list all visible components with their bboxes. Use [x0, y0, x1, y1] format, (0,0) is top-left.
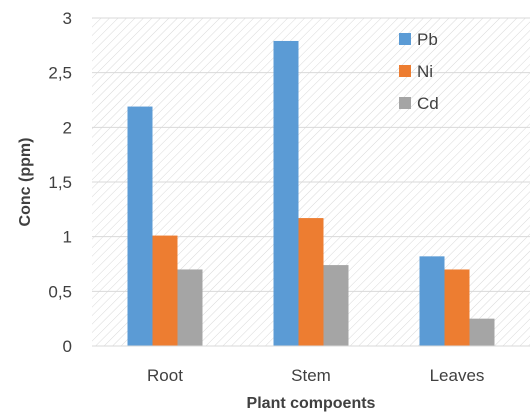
legend: Pb Ni Cd [399, 30, 439, 113]
legend-label-pb: Pb [417, 30, 438, 49]
bars-group [127, 40, 495, 347]
bar-pb-stem [273, 40, 299, 347]
bar-pb-leaves [419, 256, 445, 346]
bar-cd-root [177, 269, 203, 346]
bar-ni-root [152, 235, 178, 346]
legend-swatch-ni [399, 65, 411, 77]
y-tick-label: 0 [63, 337, 72, 356]
bar-pb-root [127, 106, 153, 346]
y-tick-label: 2,5 [48, 64, 72, 83]
legend-label-cd: Cd [417, 94, 439, 113]
y-axis-title: Conc (ppm) [17, 138, 34, 227]
bar-cd-stem [323, 265, 349, 346]
bar-cd-leaves [469, 318, 495, 346]
x-tick-label: Root [147, 366, 183, 385]
bar-ni-stem [298, 218, 324, 346]
x-axis-title: Plant compoents [247, 395, 376, 412]
y-tick-label: 3 [63, 9, 72, 28]
bar-ni-leaves [444, 269, 470, 346]
y-tick-label: 0,5 [48, 282, 72, 301]
y-tick-label: 1,5 [48, 173, 72, 192]
y-tick-label: 2 [63, 118, 72, 137]
legend-swatch-cd [399, 97, 411, 109]
y-tick-label: 1 [63, 228, 72, 247]
x-tick-label: Stem [291, 366, 331, 385]
x-tick-label: Leaves [430, 366, 485, 385]
legend-swatch-pb [399, 33, 411, 45]
legend-label-ni: Ni [417, 62, 433, 81]
x-tick-labels: Root Stem Leaves [147, 366, 484, 385]
y-tick-labels: 0 0,5 1 1,5 2 2,5 3 [48, 9, 72, 356]
